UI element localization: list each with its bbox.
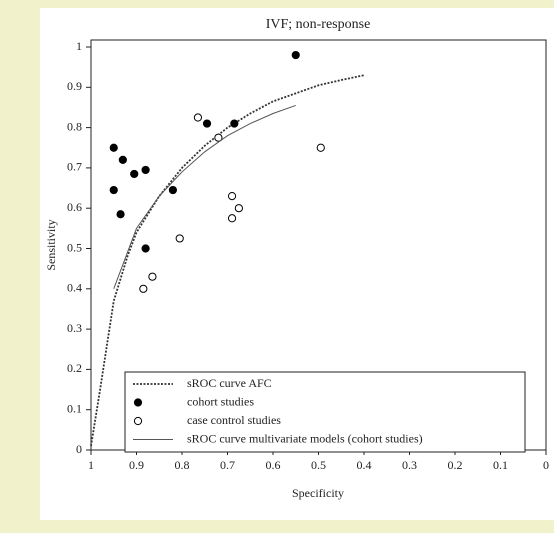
point (214, 133, 223, 142)
point (118, 155, 127, 164)
point (175, 234, 184, 243)
point (109, 185, 118, 195)
y-tick-label: 0.9 (67, 79, 82, 93)
y-tick-label: 0.3 (67, 321, 82, 335)
x-tick-label: 0.9 (129, 458, 144, 472)
point (193, 113, 203, 122)
x-tick-label: 0 (543, 458, 549, 472)
y-tick-label: 0.1 (67, 401, 82, 415)
x-axis-label: Specificity (292, 486, 344, 500)
curve (113, 104, 296, 289)
point (316, 143, 325, 152)
y-tick-label: 0.7 (67, 160, 82, 174)
x-tick-label: 1 (88, 458, 94, 472)
point (141, 244, 150, 253)
x-tick-label: 0.1 (493, 458, 508, 472)
legend-label: case control studies (187, 413, 281, 427)
point (291, 50, 300, 60)
legend-box (124, 371, 526, 453)
point (168, 185, 177, 195)
point (230, 119, 239, 128)
y-tick-label: 0.8 (67, 119, 82, 133)
y-tick-label: 1 (76, 39, 82, 53)
y-tick-label: 0.4 (67, 281, 82, 295)
x-tick-label: 0.7 (220, 458, 235, 472)
point (227, 214, 237, 223)
y-tick-label: 0.2 (67, 361, 82, 375)
legend-symbol (133, 416, 143, 426)
y-axis-label: Sensitivity (44, 219, 58, 270)
x-tick-label: 0.2 (448, 458, 463, 472)
y-tick-label: 0.6 (67, 200, 82, 214)
x-tick-label: 0.3 (402, 458, 417, 472)
point (116, 210, 125, 219)
chart-title: IVF; non-response (266, 17, 371, 32)
x-tick-label: 0.8 (175, 458, 190, 472)
x-tick-label: 0.4 (357, 458, 372, 472)
point (234, 204, 243, 213)
point (141, 165, 150, 175)
y-tick-label: 0 (76, 442, 82, 456)
point (109, 143, 118, 152)
point (202, 119, 212, 128)
y-tick-label: 0.5 (67, 240, 82, 254)
point (130, 169, 139, 179)
legend-label: sROC curve multivariate models (cohort s… (187, 431, 423, 445)
legend-label: cohort studies (187, 394, 254, 408)
point (139, 284, 148, 293)
x-tick-label: 0.6 (266, 458, 281, 472)
point (227, 192, 237, 201)
curve (90, 74, 365, 447)
legend-label: sROC curve AFC (187, 376, 272, 390)
legend-symbol (133, 398, 143, 407)
x-tick-label: 0.5 (311, 458, 326, 472)
point (148, 272, 157, 281)
